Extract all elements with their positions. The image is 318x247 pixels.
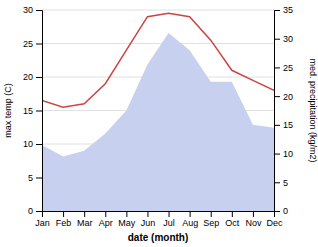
tick: 5	[28, 173, 42, 183]
tick: Jun	[141, 211, 156, 228]
tick: 15	[274, 120, 293, 130]
tick-label: 5	[28, 173, 33, 183]
tick-label: Mar	[77, 218, 93, 228]
tick-mark	[36, 178, 42, 179]
tick: 25	[23, 39, 42, 49]
axis-line	[43, 212, 275, 218]
precipitation-area	[42, 33, 274, 211]
tick-mark	[232, 211, 233, 217]
axis-line	[36, 11, 43, 212]
tick-mark	[84, 211, 85, 217]
tick-mark	[36, 211, 42, 212]
tick: Aug	[182, 211, 198, 228]
tick-label: 10	[283, 149, 293, 159]
tick-label: 5	[283, 178, 288, 188]
tick: Mar	[77, 211, 93, 228]
tick: Nov	[245, 211, 262, 228]
tick: 25	[274, 63, 293, 73]
tick: Jan	[35, 211, 50, 228]
tick-label: Jun	[141, 218, 156, 228]
tick-label: May	[118, 218, 136, 228]
tick-mark	[211, 211, 212, 217]
tick-label: Aug	[182, 218, 198, 228]
y-axis: 0 5 10 15 20 25 30	[23, 5, 43, 216]
tick-label: 30	[283, 34, 293, 44]
tick: 30	[274, 34, 293, 44]
tick-label: 15	[23, 106, 33, 116]
y-axis-title: max temp (C)	[3, 83, 13, 138]
tick-mark	[274, 154, 280, 155]
tick-mark	[36, 10, 42, 11]
tick-mark	[105, 211, 106, 217]
tick-label: 20	[283, 92, 293, 102]
tick-mark	[274, 10, 280, 11]
tick: 20	[23, 72, 42, 82]
tick: 20	[274, 92, 293, 102]
tick: May	[118, 211, 136, 228]
grid-line	[42, 43, 274, 44]
tick-label: 25	[23, 39, 33, 49]
tick-mark	[190, 211, 191, 217]
tick-label: 15	[283, 120, 293, 130]
tick-label: Oct	[225, 218, 240, 228]
tick-mark	[36, 44, 42, 45]
axis-line	[275, 11, 281, 212]
tick-label: Feb	[56, 218, 72, 228]
tick: Dec	[266, 211, 283, 228]
grid	[42, 10, 274, 211]
tick-label: 0	[283, 206, 288, 216]
tick-mark	[253, 211, 254, 217]
tick-label: 20	[23, 72, 33, 82]
marks	[42, 13, 274, 211]
grid-line	[42, 10, 274, 11]
tick-label: Jul	[163, 218, 175, 228]
tick-label: Apr	[99, 218, 113, 228]
tick-mark	[36, 77, 42, 78]
tick-mark	[274, 125, 280, 126]
tick-mark	[169, 211, 170, 217]
tick-label: 35	[283, 5, 293, 15]
tick: Oct	[225, 211, 240, 228]
tick: Sep	[203, 211, 219, 228]
tick: Jul	[163, 211, 175, 228]
tick: Apr	[99, 211, 113, 228]
tick: 10	[23, 139, 42, 149]
tick-mark	[147, 211, 148, 217]
tick-mark	[126, 211, 127, 217]
tick-mark	[274, 39, 280, 40]
tick-label: 10	[23, 139, 33, 149]
tick-label: Jan	[35, 218, 50, 228]
tick-label: Sep	[203, 218, 219, 228]
tick: Feb	[56, 211, 72, 228]
tick-label: Dec	[266, 218, 283, 228]
tick: 30	[23, 5, 42, 15]
tick-label: 0	[28, 206, 33, 216]
tick: 10	[274, 149, 293, 159]
tick-label: Nov	[245, 218, 262, 228]
tick-mark	[274, 67, 280, 68]
tick-mark	[274, 182, 280, 183]
tick: 35	[274, 5, 293, 15]
tick: 5	[274, 178, 288, 188]
tick: 15	[23, 106, 42, 116]
y2-axis: 0 5 10 15 20 25 30 35	[274, 5, 293, 216]
x-axis: Jan Feb Mar Apr May Jun Jul Aug Sep Oct Nov Dec	[35, 211, 283, 228]
y2-axis-title: med. precipitation (kg/m2)	[308, 58, 318, 162]
tick: 0	[28, 206, 42, 216]
tick-mark	[274, 96, 280, 97]
tick-mark	[36, 144, 42, 145]
tick: 0	[274, 206, 288, 216]
tick-mark	[274, 211, 280, 212]
tick-mark	[36, 111, 42, 112]
tick-label: 30	[23, 5, 33, 15]
chart: JanFebMarAprMayJunJulAugSepOctNovDec0510…	[0, 0, 318, 247]
temperature-line	[42, 13, 274, 107]
plot: JanFebMarAprMayJunJulAugSepOctNovDec0510…	[23, 5, 293, 228]
x-axis-title: date (month)	[128, 232, 189, 243]
tick-mark	[63, 211, 64, 217]
tick-label: 25	[283, 63, 293, 73]
